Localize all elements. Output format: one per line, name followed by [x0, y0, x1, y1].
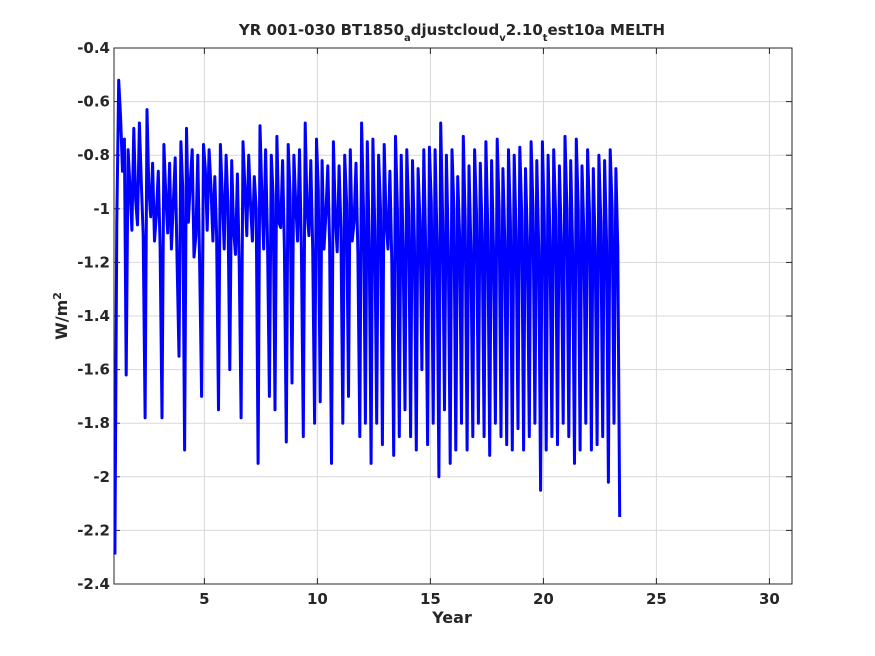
y-tick-label: -2.2 — [77, 521, 110, 539]
y-tick-label: -1.6 — [77, 361, 110, 379]
x-tick-label: 10 — [307, 590, 328, 608]
y-tick-label: -1.4 — [77, 307, 110, 325]
x-axis-label: Year — [431, 608, 472, 627]
x-tick-label: 15 — [420, 590, 441, 608]
y-tick-label: -1 — [93, 200, 110, 218]
x-tick-label: 25 — [646, 590, 667, 608]
axes — [113, 47, 793, 585]
axes-box — [113, 47, 793, 585]
x-tick-label: 30 — [759, 590, 780, 608]
y-tick-label: -1.2 — [77, 253, 110, 271]
plot-area — [113, 78, 622, 555]
y-tick-label: -0.4 — [77, 39, 110, 57]
y-tick-label: -2 — [93, 468, 110, 486]
x-tick-label: 5 — [199, 590, 209, 608]
y-tick-label: -0.6 — [77, 93, 110, 111]
chart-title: YR 001-030 BT1850adjustcloudv2.10test10a… — [238, 21, 665, 44]
tick-labels: 5 10 15 20 25 30 -2.4 -2.2 -2 -1.8 -1.6 -1.4 -1.2 -1 -… — [77, 39, 780, 608]
y-axis-label: W/m2 — [51, 292, 72, 340]
y-tick-label: -1.8 — [77, 414, 110, 432]
x-tick-label: 20 — [533, 590, 554, 608]
y-tick-label: -0.8 — [77, 146, 110, 164]
series-line-0 — [113, 78, 622, 555]
y-tick-label: -2.4 — [77, 575, 110, 593]
